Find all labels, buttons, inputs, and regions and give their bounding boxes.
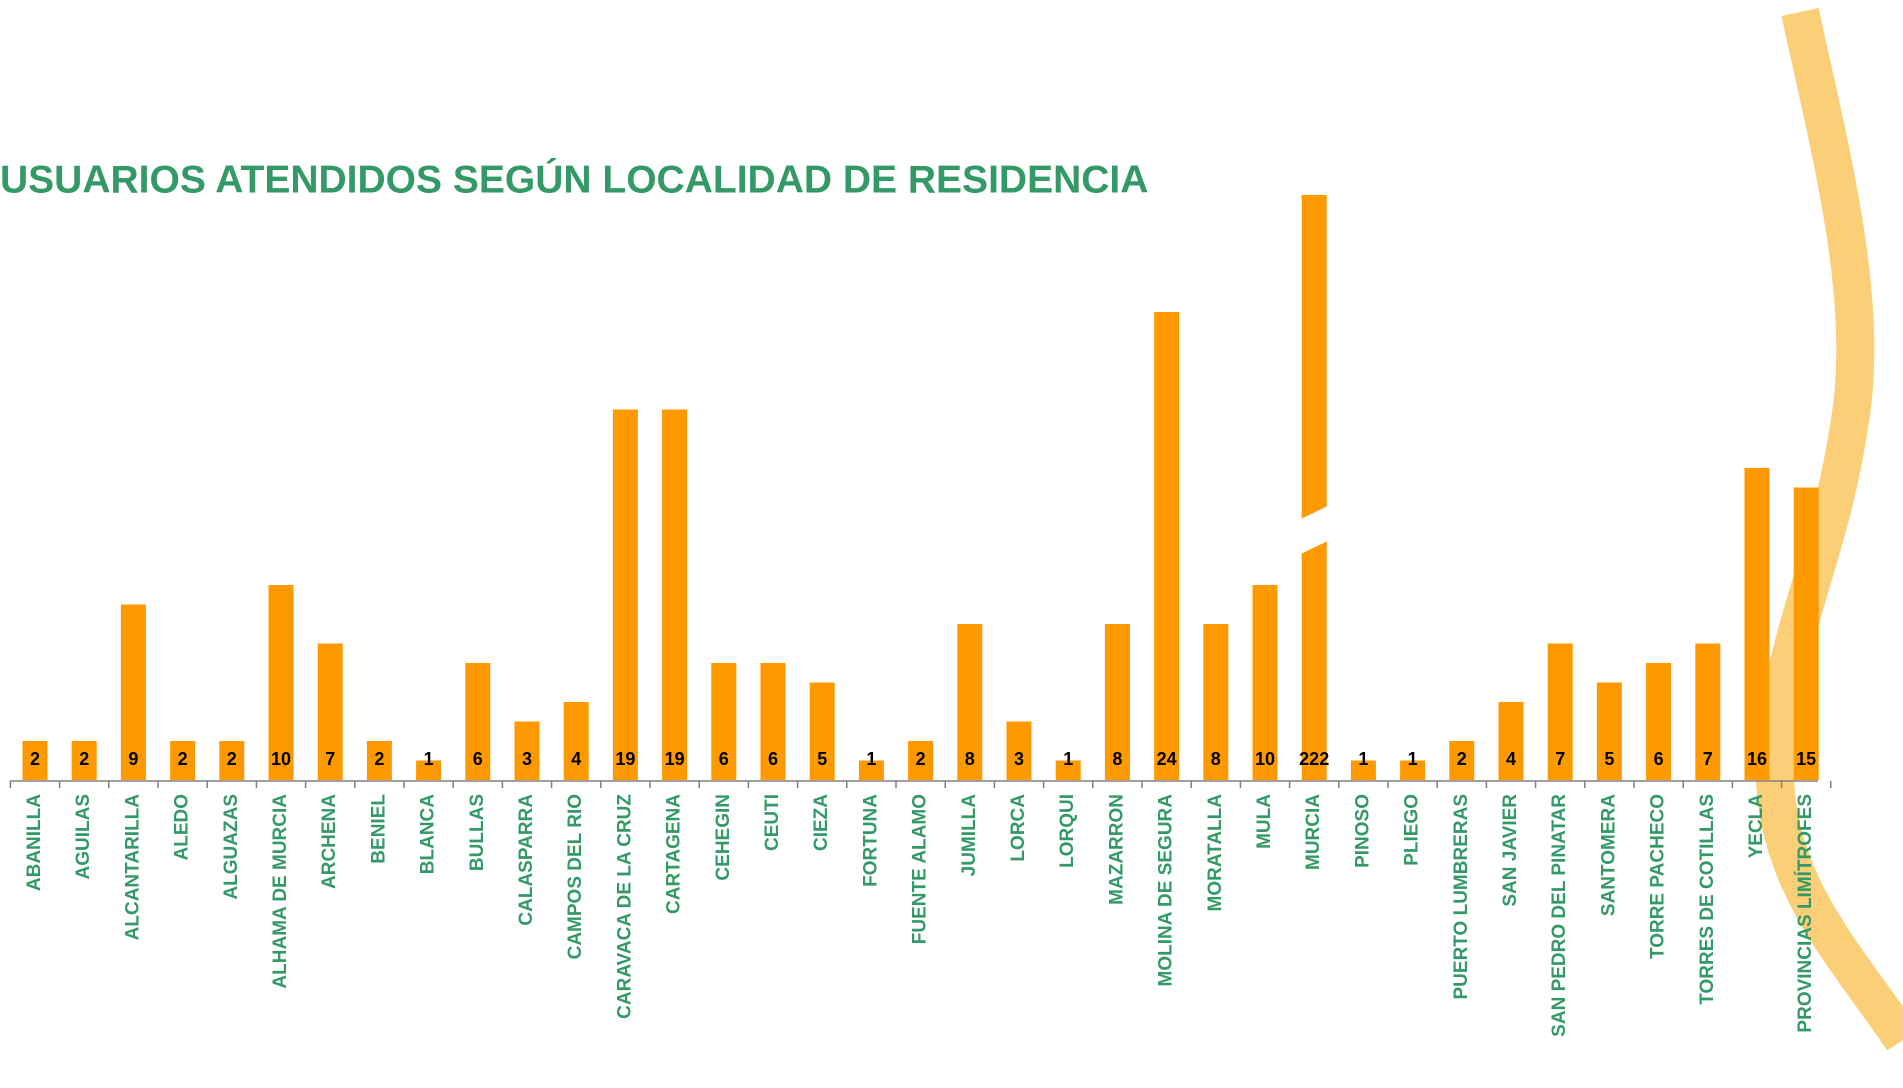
value-label: 10 (271, 749, 291, 769)
value-label: 7 (1703, 749, 1713, 769)
value-label: 6 (719, 749, 729, 769)
value-label: 1 (866, 749, 876, 769)
x-tick-label: FORTUNA (860, 794, 881, 887)
bar (1745, 468, 1770, 780)
x-tick-label: ALGUAZAS (221, 794, 242, 900)
x-tick-label: CARAVACA DE LA CRUZ (614, 794, 635, 1019)
x-tick-label: ALCANTARILLA (122, 794, 143, 941)
x-tick-label: MORATALLA (1205, 794, 1226, 912)
bar (1154, 312, 1179, 780)
x-tick-label: ARCHENA (319, 794, 340, 889)
value-label: 3 (1014, 749, 1024, 769)
x-tick-label: PINOSO (1352, 794, 1373, 868)
x-tick-label: TORRES DE COTILLAS (1697, 794, 1718, 1005)
x-tick-label: SANTOMERA (1598, 794, 1619, 916)
value-label: 1 (1358, 749, 1368, 769)
x-tick-label: SAN PEDRO DEL PINATAR (1549, 794, 1570, 1037)
value-label: 8 (1211, 749, 1221, 769)
value-label: 7 (325, 749, 335, 769)
x-tick-label: YECLA (1746, 794, 1767, 859)
chart-title: USUARIOS ATENDIDOS SEGÚN LOCALIDAD DE RE… (0, 157, 1148, 201)
value-label: 2 (30, 749, 40, 769)
x-tick-label: PROVINCIAS LIMÍTROFES (1794, 794, 1816, 1033)
value-label: 3 (522, 749, 532, 769)
value-label: 24 (1157, 749, 1177, 769)
bar (613, 410, 638, 781)
x-tick-label: BULLAS (467, 794, 488, 871)
value-label: 5 (817, 749, 827, 769)
value-label: 2 (916, 749, 926, 769)
value-label: 9 (128, 749, 138, 769)
x-tick-label: CARTAGENA (664, 794, 685, 914)
bar (1302, 195, 1327, 780)
bar (662, 410, 687, 781)
value-label: 2 (79, 749, 89, 769)
x-tick-label: BENIEL (368, 794, 389, 864)
x-tick-label: CIEZA (811, 794, 832, 851)
value-label: 8 (1112, 749, 1122, 769)
chart: USUARIOS ATENDIDOS SEGÚN LOCALIDAD DE RE… (0, 0, 1903, 1088)
value-label: 10 (1255, 749, 1275, 769)
value-label: 222 (1299, 749, 1329, 769)
x-tick-label: PLIEGO (1402, 794, 1423, 866)
value-label: 2 (374, 749, 384, 769)
x-tick-label: CEHEGIN (713, 794, 734, 881)
value-label: 1 (1063, 749, 1073, 769)
x-tick-label: ABANILLA (24, 794, 45, 891)
x-tick-label: TORRE PACHECO (1648, 794, 1669, 959)
x-tick-label: AGUILAS (73, 794, 94, 880)
value-label: 2 (1457, 749, 1467, 769)
x-tick-label: MURCIA (1303, 794, 1324, 870)
x-tick-label: CALASPARRA (516, 794, 537, 926)
value-label: 6 (473, 749, 483, 769)
x-tick-label: PUERTO LUMBRERAS (1451, 794, 1472, 1000)
x-tick-label: CAMPOS DEL RIO (565, 794, 586, 959)
page: USUARIOS ATENDIDOS SEGÚN LOCALIDAD DE RE… (0, 0, 1903, 1088)
x-tick-label: LORQUI (1057, 794, 1078, 868)
x-tick-label: ALHAMA DE MURCIA (270, 794, 291, 989)
x-tick-label: JUMILLA (959, 794, 980, 877)
value-label: 5 (1604, 749, 1614, 769)
x-tick-label: BLANCA (418, 794, 439, 874)
value-label: 6 (1654, 749, 1664, 769)
value-label: 15 (1796, 749, 1816, 769)
x-tick-label: ALEDO (172, 794, 193, 861)
value-label: 1 (1408, 749, 1418, 769)
value-label: 19 (665, 749, 685, 769)
value-label: 4 (571, 749, 581, 769)
value-label: 1 (424, 749, 434, 769)
x-tick-label: MULA (1254, 794, 1275, 849)
value-label: 16 (1747, 749, 1767, 769)
bar (1794, 488, 1819, 781)
x-tick-label: SAN JAVIER (1500, 794, 1521, 907)
value-label: 2 (178, 749, 188, 769)
x-tick-label: FUENTE ALAMO (910, 794, 931, 944)
value-label: 8 (965, 749, 975, 769)
value-label: 19 (615, 749, 635, 769)
x-tick-label: LORCA (1008, 794, 1029, 862)
value-label: 6 (768, 749, 778, 769)
value-label: 4 (1506, 749, 1516, 769)
x-tick-label: MOLINA DE SEGURA (1156, 794, 1177, 987)
x-tick-label: MAZARRON (1106, 794, 1127, 905)
x-tick-label: CEUTI (762, 794, 783, 851)
value-label: 2 (227, 749, 237, 769)
value-label: 7 (1555, 749, 1565, 769)
